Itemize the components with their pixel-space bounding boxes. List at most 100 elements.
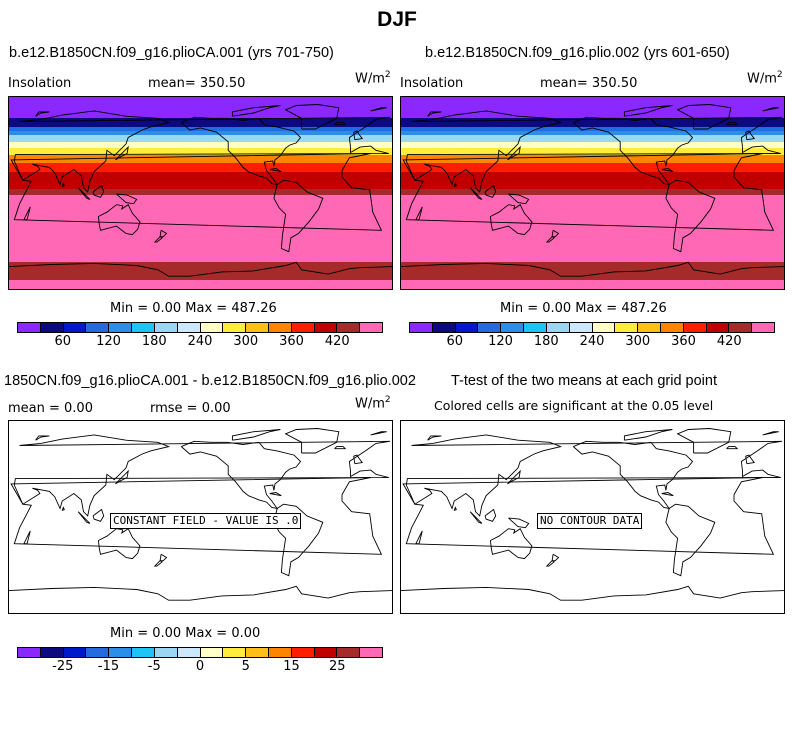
coastline-segment [623,105,673,117]
coastline-segment [508,193,530,205]
colorbar-box-14 [337,323,361,332]
zonal-band-13 [401,262,784,281]
subtitle-bottom-right: Colored cells are significant at the 0.0… [434,398,714,413]
coastline-segment [545,236,556,243]
coastline-segment [762,107,779,112]
colorbar-box-7 [569,323,593,332]
coastline-segment [9,585,392,601]
coastline-segment [284,104,340,130]
coastline-segment [334,446,347,450]
coastlines-top-right [401,104,784,277]
colorbar-tick-label: -15 [97,659,120,674]
zonal-band-5 [401,141,784,149]
zonal-band-0 [401,97,784,119]
coastline-segment [427,435,442,441]
coastline-segment [484,184,497,198]
zonal-band-4 [401,135,784,143]
coastline-segment [269,492,282,497]
zonal-band-11 [401,188,784,196]
coastline-segment [489,528,533,560]
colorbar-box-13 [706,323,730,332]
zonal-band-11 [9,188,392,196]
colorbar-box-9 [615,323,639,332]
colorbar-box-4 [109,323,133,332]
colorbar-box-12 [683,323,707,332]
zonal-band-6 [9,148,392,156]
panel-title-top-right: b.e12.B1850CN.f09_g16.plio.002 (yrs 601-… [425,45,730,61]
colorbar-tick-label: 360 [671,334,696,349]
coastline-segment [181,440,302,510]
coastline-segment [665,503,716,577]
colorbar-box-1 [40,648,64,657]
coastline-segment [181,116,302,186]
coastline-segment [401,261,784,277]
zonal-band-8 [401,163,784,173]
zonal-band-14 [401,280,784,289]
zonal-band-7 [401,154,784,164]
colorbar-box-6 [154,323,178,332]
colorbar-tick-label: 5 [241,659,250,674]
coastline-segment [661,492,674,497]
colorbar-box-5 [524,323,547,332]
coastline-segment [159,553,168,562]
coastline-segment [153,560,164,567]
zonal-band-9 [9,171,392,181]
colorbar-ticks-top-right: 60 120 180 240 300 360 420 [409,334,775,350]
constant-field-message: CONSTANT FIELD - VALUE IS .0 [110,513,302,529]
coastline-segment [116,193,138,205]
coastline-segment [61,182,65,187]
units-label-bottom-left: W/m2 [355,395,391,412]
coastline-segment [726,122,739,126]
coastline-segment [353,130,364,141]
coastline-segment [273,179,324,253]
colorbar-box-9 [223,648,247,657]
coastline-segment [231,105,281,117]
colorbar-box-15 [360,323,382,332]
coastline-segment [405,434,782,517]
colorbar-tick-label: -25 [52,659,74,674]
coastline-segment [273,503,324,577]
colorbar-box-6 [546,323,570,332]
mean-label-bottom-left: mean = 0.00 [8,401,93,416]
colorbar-box-14 [337,648,361,657]
colorbar-box-10 [246,648,269,657]
field-label-top-right: Insolation [400,76,464,91]
minmax-bottom-left: Min = 0.00 Max = 0.00 [110,626,261,641]
coastline-segment [92,184,105,198]
zonal-band-0 [9,97,392,119]
coastline-segment [573,440,694,510]
zonal-band-9 [401,171,784,181]
colorbar-box-15 [752,323,774,332]
coastline-segment [676,428,732,454]
colorbar-box-11 [268,323,292,332]
zonal-band-5 [9,141,392,149]
coastline-segment [115,145,129,161]
colorbar-box-3 [86,323,110,332]
colorbar-box-0 [18,323,41,332]
coastline-segment [415,530,423,545]
zonal-band-8 [9,163,392,173]
zonal-band-3 [401,131,784,136]
coastline-segment [370,107,387,112]
zonal-band-7 [9,154,392,164]
no-contour-message: NO CONTOUR DATA [537,513,643,529]
coastline-segment [97,204,141,236]
coastline-segment [284,428,340,454]
coastline-segment [97,528,141,560]
colorbar-box-7 [177,323,201,332]
colorbar-top-left [17,322,383,333]
insolation-bands-top-left [9,97,392,289]
map-panel-bottom-right: NO CONTOUR DATA [400,420,785,614]
coastline-segment [10,153,383,231]
colorbar-tick-label: 15 [283,659,300,674]
zonal-band-10 [9,180,392,190]
coastline-segment [13,110,390,193]
coastline-segment [9,261,392,277]
colorbar-box-1 [432,323,456,332]
coastline-segment [370,431,387,436]
colorbar-box-10 [246,323,269,332]
coastline-segment [469,511,483,524]
coastline-segment [35,435,50,441]
colorbar-box-3 [86,648,110,657]
colorbar-bottom-left [17,647,383,658]
